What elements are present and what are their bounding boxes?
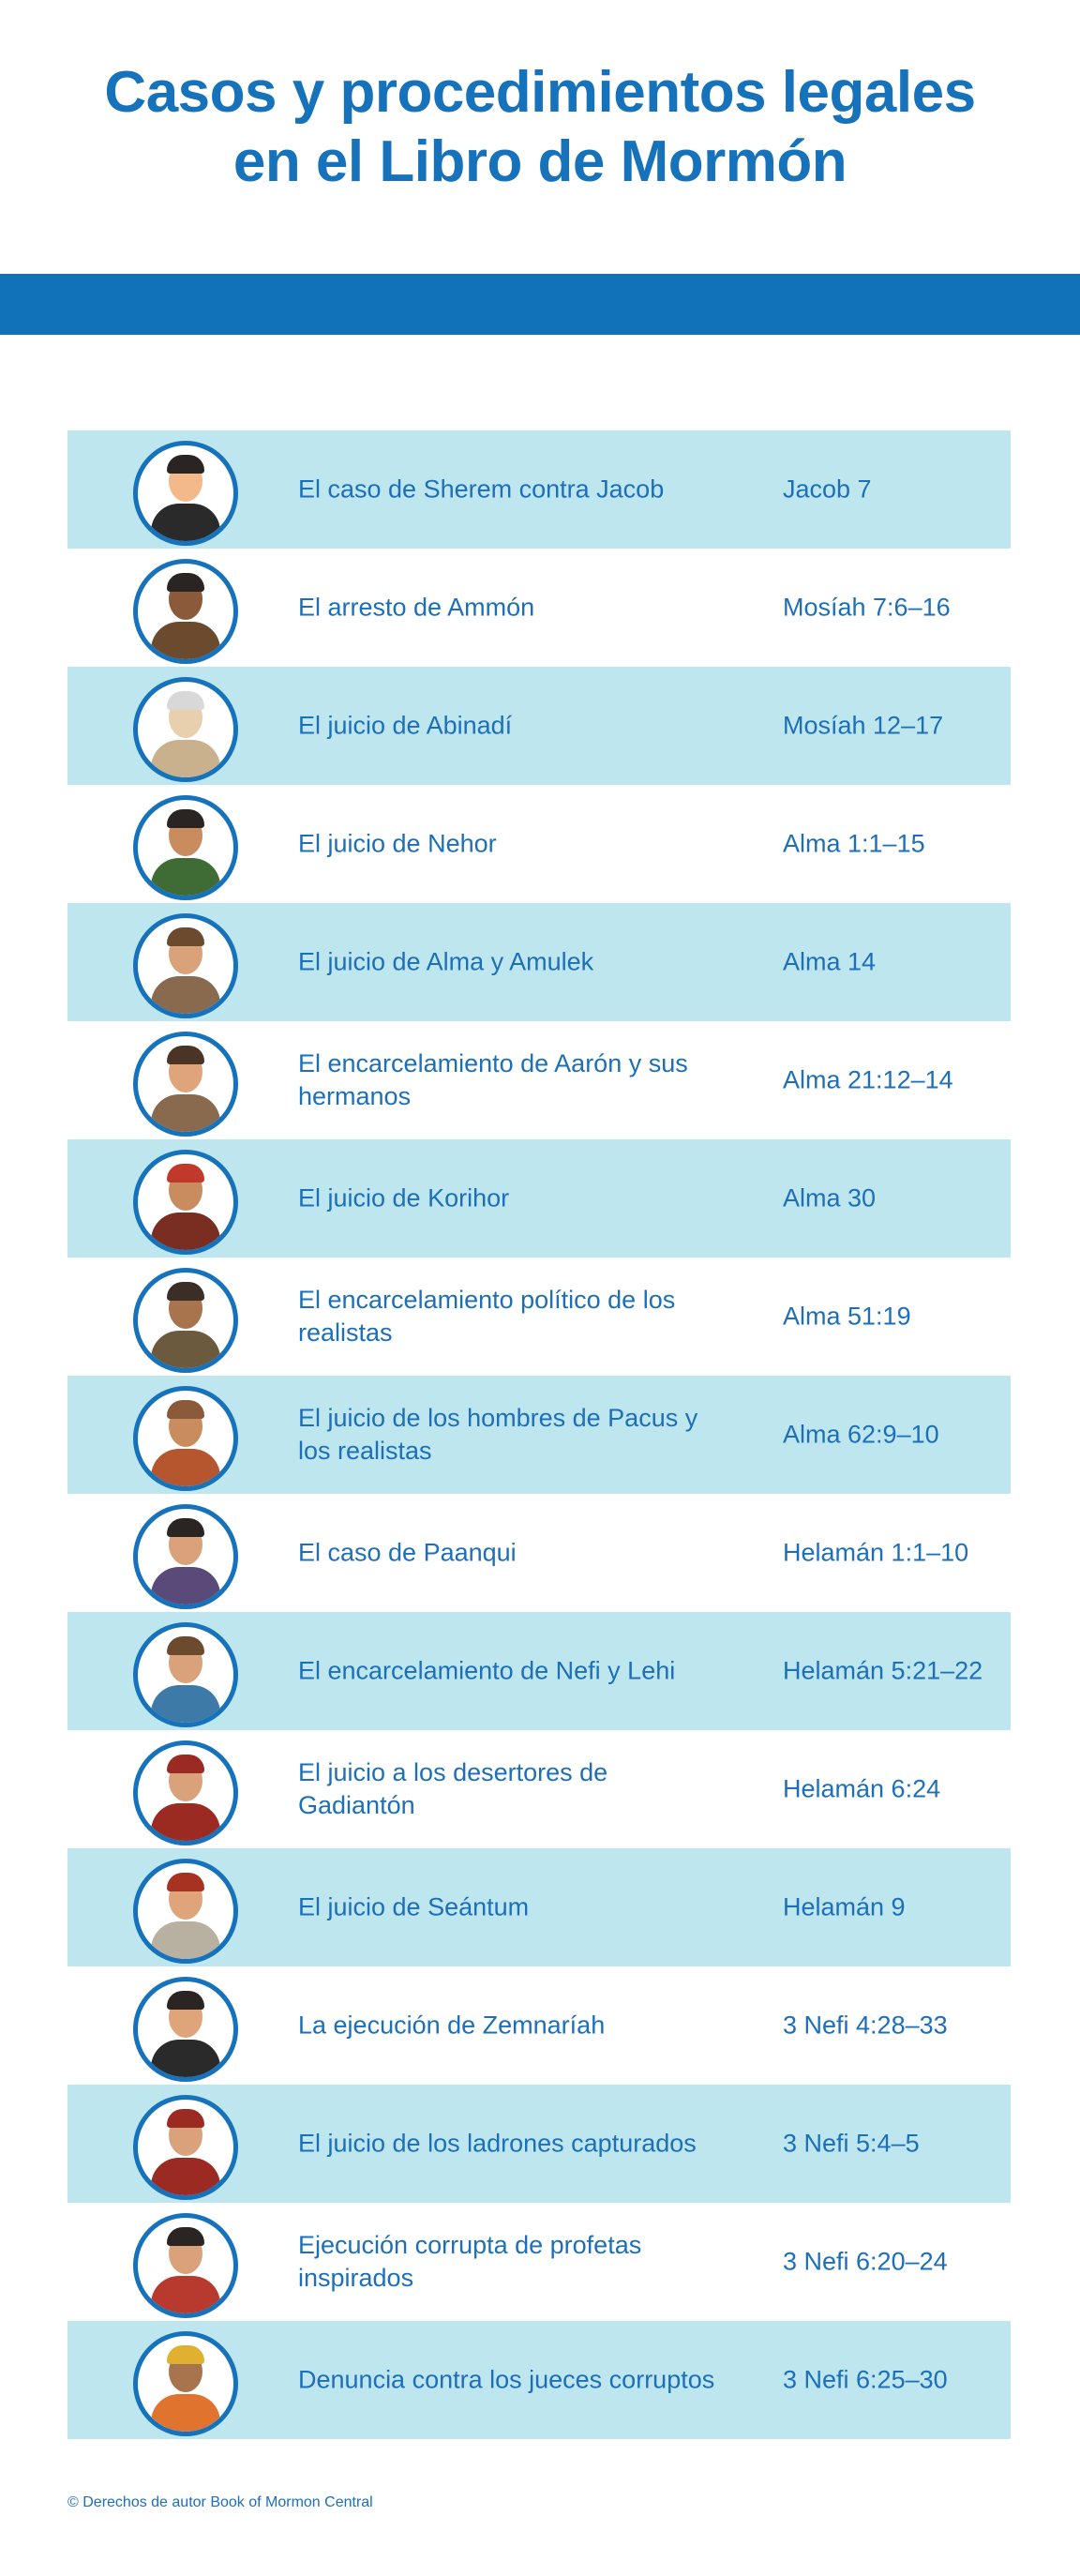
table-row: El encarcelamiento político de los reali… [68, 1258, 1011, 1376]
scripture-reference: Alma 62:9–10 [783, 1420, 939, 1449]
portrait-zemnariah-icon [133, 1977, 238, 2082]
title-line-2: en el Libro de Mormón [232, 129, 848, 194]
table-row: El juicio de Seántum Helamán 9 [68, 1848, 1011, 1966]
table-row: El encarcelamiento de Nefi y Lehi Helamán… [68, 1612, 1011, 1730]
table-row: El juicio de los ladrones capturados 3 Ne… [68, 2085, 1011, 2203]
portrait-gadianton-icon [133, 1740, 238, 1845]
scripture-reference: Helamán 1:1–10 [783, 1538, 969, 1567]
scripture-reference: Alma 30 [783, 1183, 877, 1213]
scripture-reference: Alma 21:12–14 [783, 1065, 953, 1094]
table-row: La ejecución de Zemnaríah 3 Nefi 4:28–33 [68, 1966, 1011, 2085]
table-row: El caso de Paanqui Helamán 1:1–10 [68, 1494, 1011, 1612]
case-name: Ejecución corrupta de profetas inspirado… [298, 2231, 642, 2292]
scripture-reference: Helamán 6:24 [783, 1774, 941, 1803]
scripture-reference: Mosíah 12–17 [783, 711, 944, 740]
case-name: El encarcelamiento de Aarón y sus herman… [298, 1049, 688, 1110]
case-name: El juicio de Abinadí [298, 711, 513, 740]
portrait-sherem-icon [133, 441, 238, 546]
scripture-reference: Alma 51:19 [783, 1302, 911, 1331]
table-row: El juicio de Alma y Amulek Alma 14 [68, 903, 1011, 1021]
case-name: El juicio de Seántum [298, 1892, 530, 1921]
portrait-profetas-icon [133, 2213, 238, 2318]
cases-table: El caso de Sherem contra Jacob Jacob 7 El … [68, 430, 1011, 2439]
table-row: El juicio de Korihor Alma 30 [68, 1139, 1011, 1258]
case-name: El juicio de Nehor [298, 829, 497, 858]
scripture-reference: Helamán 5:21–22 [783, 1656, 983, 1685]
scripture-reference: Mosíah 7:6–16 [783, 593, 951, 622]
case-name: Denuncia contra los jueces corruptos [298, 2365, 715, 2394]
portrait-jueces-icon [133, 2331, 238, 2436]
scripture-reference: 3 Nefi 5:4–5 [783, 2129, 920, 2158]
portrait-nefi-lehi-icon [133, 1622, 238, 1727]
case-name: El juicio de Korihor [298, 1183, 510, 1213]
table-row: El caso de Sherem contra Jacob Jacob 7 [68, 430, 1011, 549]
portrait-paanqui-icon [133, 1504, 238, 1609]
table-row: El juicio a los desertores de Gadiantón H… [68, 1730, 1011, 1848]
scripture-reference: 3 Nefi 6:25–30 [783, 2365, 948, 2394]
header-banner-bar [0, 274, 1080, 335]
table-row: El juicio de los hombres de Pacus y los … [68, 1376, 1011, 1494]
case-name: El caso de Paanqui [298, 1538, 517, 1567]
portrait-nehor-icon [133, 795, 238, 900]
scripture-reference: Helamán 9 [783, 1892, 906, 1921]
table-row: El juicio de Abinadí Mosíah 12–17 [68, 667, 1011, 785]
scripture-reference: 3 Nefi 6:20–24 [783, 2247, 948, 2276]
table-row: El encarcelamiento de Aarón y sus herman… [68, 1021, 1011, 1139]
case-name: El juicio de Alma y Amulek [298, 947, 594, 976]
portrait-aaron-icon [133, 1032, 238, 1137]
portrait-seantum-icon [133, 1859, 238, 1964]
portrait-ladrones-icon [133, 2095, 238, 2200]
case-name: El encarcelamiento de Nefi y Lehi [298, 1656, 676, 1685]
case-name: El juicio a los desertores de Gadiantón [298, 1758, 608, 1819]
page-title: Casos y procedimientos legales en el Lib… [0, 58, 1080, 197]
copyright-notice: © Derechos de autor Book of Mormon Centr… [68, 2494, 373, 2510]
portrait-pacus-icon [133, 1386, 238, 1491]
scripture-reference: 3 Nefi 4:28–33 [783, 2011, 948, 2040]
portrait-korihor-icon [133, 1150, 238, 1255]
portrait-ammon-icon [133, 559, 238, 664]
table-row: El arresto de Ammón Mosíah 7:6–16 [68, 549, 1011, 667]
table-row: El juicio de Nehor Alma 1:1–15 [68, 785, 1011, 903]
portrait-abinadi-icon [133, 677, 238, 782]
table-row: Denuncia contra los jueces corruptos 3 Ne… [68, 2321, 1011, 2439]
case-name: La ejecución de Zemnaríah [298, 2011, 606, 2040]
title-line-1: Casos y procedimientos legales [104, 60, 976, 125]
case-name: El encarcelamiento político de los reali… [298, 1286, 676, 1347]
case-name: El juicio de los hombres de Pacus y los … [298, 1404, 698, 1465]
scripture-reference: Alma 14 [783, 947, 877, 976]
case-name: El juicio de los ladrones capturados [298, 2129, 697, 2158]
portrait-alma-amulek-icon [133, 913, 238, 1018]
case-name: El arresto de Ammón [298, 593, 535, 622]
table-row: Ejecución corrupta de profetas inspirado… [68, 2203, 1011, 2321]
case-name: El caso de Sherem contra Jacob [298, 475, 665, 504]
portrait-realistas-icon [133, 1268, 238, 1373]
scripture-reference: Jacob 7 [783, 475, 872, 504]
scripture-reference: Alma 1:1–15 [783, 829, 925, 858]
